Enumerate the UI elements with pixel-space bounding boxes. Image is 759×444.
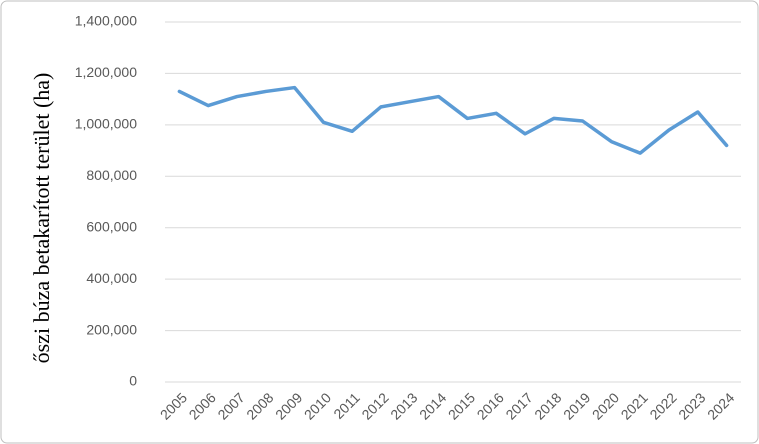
y-tick-label: 0 <box>129 373 137 389</box>
y-tick-label: 600,000 <box>86 218 137 234</box>
y-tick-label: 800,000 <box>86 167 137 183</box>
y-tick-label: 200,000 <box>86 321 137 337</box>
y-tick-label: 1,200,000 <box>75 64 137 80</box>
y-tick-label: 1,400,000 <box>75 13 137 29</box>
y-tick-label: 1,000,000 <box>75 116 137 132</box>
line-series <box>177 85 729 155</box>
y-tick-label: 400,000 <box>86 270 137 286</box>
y-axis-title: őszi búza betakarított terület (ha) <box>29 73 54 364</box>
